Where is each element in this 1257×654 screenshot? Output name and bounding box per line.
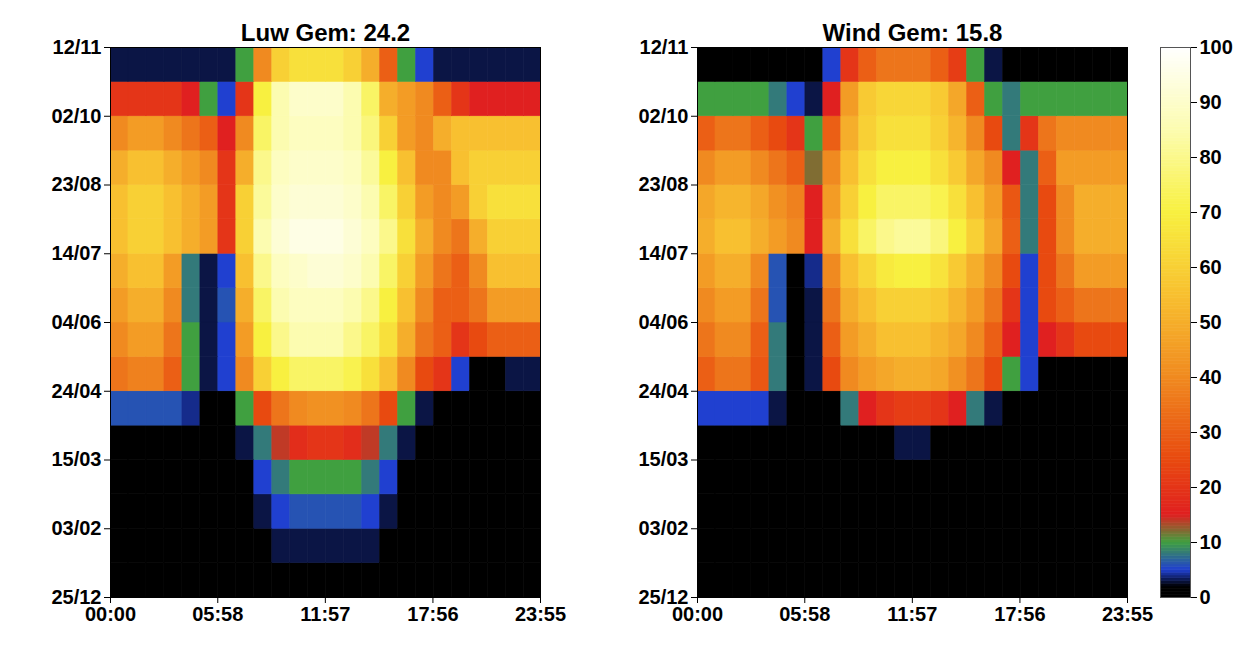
svg-text:03/02: 03/02 — [51, 517, 101, 539]
svg-text:24/04: 24/04 — [51, 380, 102, 402]
svg-text:60: 60 — [1200, 256, 1222, 278]
svg-text:02/10: 02/10 — [51, 105, 101, 127]
svg-text:80: 80 — [1200, 146, 1222, 168]
svg-text:11:57: 11:57 — [300, 603, 350, 625]
svg-text:50: 50 — [1200, 311, 1222, 333]
svg-text:14/07: 14/07 — [638, 242, 688, 264]
svg-text:05:58: 05:58 — [192, 603, 243, 625]
svg-text:11:57: 11:57 — [887, 603, 937, 625]
svg-text:Luw Gem: 24.2: Luw Gem: 24.2 — [241, 19, 410, 46]
svg-text:04/06: 04/06 — [638, 311, 688, 333]
svg-text:0: 0 — [1200, 586, 1211, 608]
svg-text:23:55: 23:55 — [1102, 603, 1153, 625]
svg-text:00:00: 00:00 — [672, 603, 723, 625]
svg-text:Wind Gem: 15.8: Wind Gem: 15.8 — [823, 19, 1003, 46]
svg-text:24/04: 24/04 — [638, 380, 689, 402]
svg-text:12/11: 12/11 — [53, 36, 102, 58]
svg-text:25/12: 25/12 — [638, 585, 689, 608]
svg-text:04/06: 04/06 — [51, 311, 101, 333]
svg-text:03/02: 03/02 — [638, 517, 688, 539]
svg-text:10: 10 — [1200, 531, 1222, 553]
svg-text:15/03: 15/03 — [638, 448, 688, 470]
svg-text:05:58: 05:58 — [779, 603, 830, 625]
svg-text:20: 20 — [1200, 476, 1222, 498]
svg-text:25/12: 25/12 — [51, 585, 102, 608]
svg-text:23/08: 23/08 — [51, 173, 101, 195]
svg-text:17:56: 17:56 — [994, 603, 1045, 625]
svg-text:00:00: 00:00 — [85, 603, 136, 625]
svg-text:02/10: 02/10 — [638, 105, 688, 127]
svg-text:15/03: 15/03 — [51, 448, 101, 470]
svg-text:90: 90 — [1200, 91, 1222, 113]
svg-text:14/07: 14/07 — [51, 242, 101, 264]
svg-text:17:56: 17:56 — [407, 603, 458, 625]
svg-text:23/08: 23/08 — [638, 173, 688, 195]
svg-text:30: 30 — [1200, 421, 1222, 443]
svg-text:70: 70 — [1200, 201, 1222, 223]
svg-text:23:55: 23:55 — [515, 603, 566, 625]
svg-text:40: 40 — [1200, 366, 1222, 388]
svg-text:12/11: 12/11 — [640, 36, 689, 58]
svg-text:100: 100 — [1200, 36, 1233, 58]
